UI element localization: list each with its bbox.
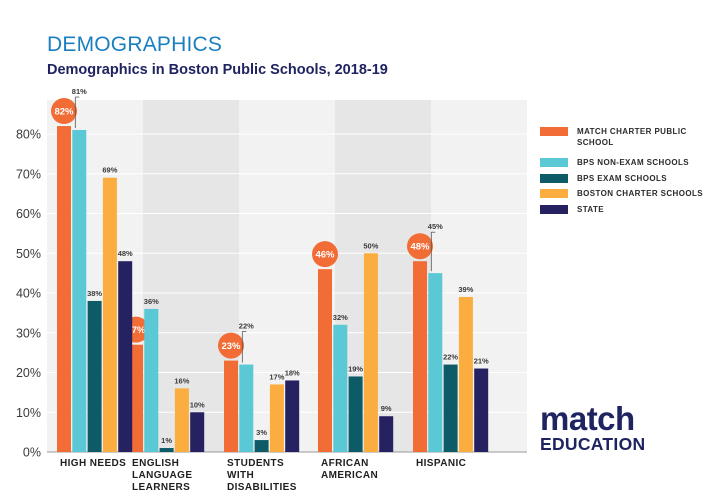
x-category-label: HISPANIC <box>416 458 466 469</box>
y-tick-label: 60% <box>16 207 41 221</box>
y-tick-label: 30% <box>16 326 41 340</box>
data-label: 27% <box>126 325 146 336</box>
data-label: 50% <box>363 241 378 250</box>
bar <box>269 384 284 452</box>
data-label: 23% <box>221 341 241 352</box>
logo-word-education: EDUCATION <box>540 434 646 454</box>
bar <box>159 448 174 452</box>
highlight-circle <box>312 241 338 268</box>
data-label: 46% <box>315 250 335 261</box>
data-label: 48% <box>118 249 133 258</box>
x-category-label: STUDENTS <box>227 458 284 469</box>
data-label: 3% <box>256 428 267 437</box>
match-education-logo: match EDUCATION <box>540 400 646 454</box>
bar <box>333 324 348 452</box>
y-tick-label: 40% <box>16 287 41 301</box>
data-label: 38% <box>87 289 102 298</box>
chart-legend: MATCH CHARTER PUBLIC SCHOOL BPS NON-EXAM… <box>540 126 707 220</box>
legend-swatch-match <box>540 127 568 136</box>
legend-swatch-state <box>540 205 568 214</box>
bar <box>443 364 458 452</box>
legend-label-bps-non-exam: BPS NON-EXAM SCHOOLS <box>577 158 690 167</box>
data-label: 45% <box>428 222 443 231</box>
data-label: 32% <box>333 313 348 322</box>
highlight-circle <box>407 233 433 260</box>
x-category-label: AFRICAN <box>321 458 369 469</box>
bar <box>285 380 300 452</box>
data-label: 22% <box>443 353 458 362</box>
data-label: 39% <box>458 285 473 294</box>
legend-swatch-bps-non-exam <box>540 158 568 167</box>
bar <box>190 412 205 452</box>
legend-item-boston-charter: BOSTON CHARTER SCHOOLS <box>540 188 707 204</box>
bar <box>224 360 238 452</box>
bar <box>458 296 473 452</box>
bar <box>129 344 143 452</box>
data-label: 18% <box>285 368 300 377</box>
data-label: 82% <box>54 107 74 118</box>
bar <box>57 126 71 453</box>
data-label: 22% <box>239 322 254 331</box>
bar <box>102 177 117 452</box>
x-category-label: AMERICAN <box>321 470 378 481</box>
bar <box>379 416 394 452</box>
legend-item-state: STATE <box>540 204 707 220</box>
logo-word-match: match <box>540 400 635 437</box>
bar <box>174 388 189 452</box>
y-tick-label: 80% <box>16 128 41 142</box>
x-category-label: ENGLISH <box>132 458 179 469</box>
bar <box>413 261 427 452</box>
legend-label-bps-exam: BPS EXAM SCHOOLS <box>577 174 667 183</box>
page-title: DEMOGRAPHICS <box>47 33 223 56</box>
data-label: 1% <box>161 436 172 445</box>
data-label: 10% <box>190 400 205 409</box>
legend-swatch-bps-exam <box>540 174 568 183</box>
category-band <box>143 100 239 452</box>
data-label: 48% <box>410 242 430 253</box>
bar <box>254 440 269 452</box>
highlight-circle <box>218 332 244 359</box>
bar <box>118 261 133 452</box>
data-label: 19% <box>348 364 363 373</box>
legend-item-match: MATCH CHARTER PUBLIC SCHOOL <box>540 126 707 157</box>
highlight-circle <box>51 98 77 125</box>
y-tick-label: 20% <box>16 366 41 380</box>
bar <box>87 300 102 452</box>
chart-subtitle: Demographics in Boston Public Schools, 2… <box>47 62 388 78</box>
legend-item-bps-exam: BPS EXAM SCHOOLS <box>540 173 707 188</box>
data-label: 81% <box>72 87 87 96</box>
x-category-label: HIGH NEEDS <box>60 458 126 469</box>
data-label: 69% <box>102 166 117 175</box>
y-tick-label: 10% <box>16 406 41 420</box>
legend-label-match: MATCH CHARTER PUBLIC SCHOOL <box>577 127 687 147</box>
x-category-label: WITH <box>227 470 254 481</box>
data-label: 16% <box>174 376 189 385</box>
bar <box>474 368 489 452</box>
legend-swatch-boston-charter <box>540 189 568 198</box>
data-label: 17% <box>269 372 284 381</box>
legend-label-boston-charter: BOSTON CHARTER SCHOOLS <box>577 189 703 198</box>
header: DEMOGRAPHICS Demographics in Boston Publ… <box>47 33 388 79</box>
bar <box>363 253 378 452</box>
legend-label-state: STATE <box>577 205 605 214</box>
bar <box>348 376 363 452</box>
y-tick-label: 70% <box>16 167 41 181</box>
data-label: 9% <box>381 404 392 413</box>
bar <box>239 364 254 452</box>
bar <box>144 308 159 452</box>
bar <box>428 273 443 452</box>
y-tick-label: 50% <box>16 247 41 261</box>
x-category-label: DISABILITIES <box>227 482 297 493</box>
bar <box>318 269 332 452</box>
data-label: 36% <box>144 297 159 306</box>
legend-item-bps-non-exam: BPS NON-EXAM SCHOOLS <box>540 157 707 173</box>
data-label: 21% <box>474 357 489 366</box>
x-category-label: LANGUAGE <box>132 470 192 481</box>
bar <box>72 130 87 452</box>
x-category-label: LEARNERS <box>132 482 190 493</box>
y-tick-label: 0% <box>23 446 41 460</box>
